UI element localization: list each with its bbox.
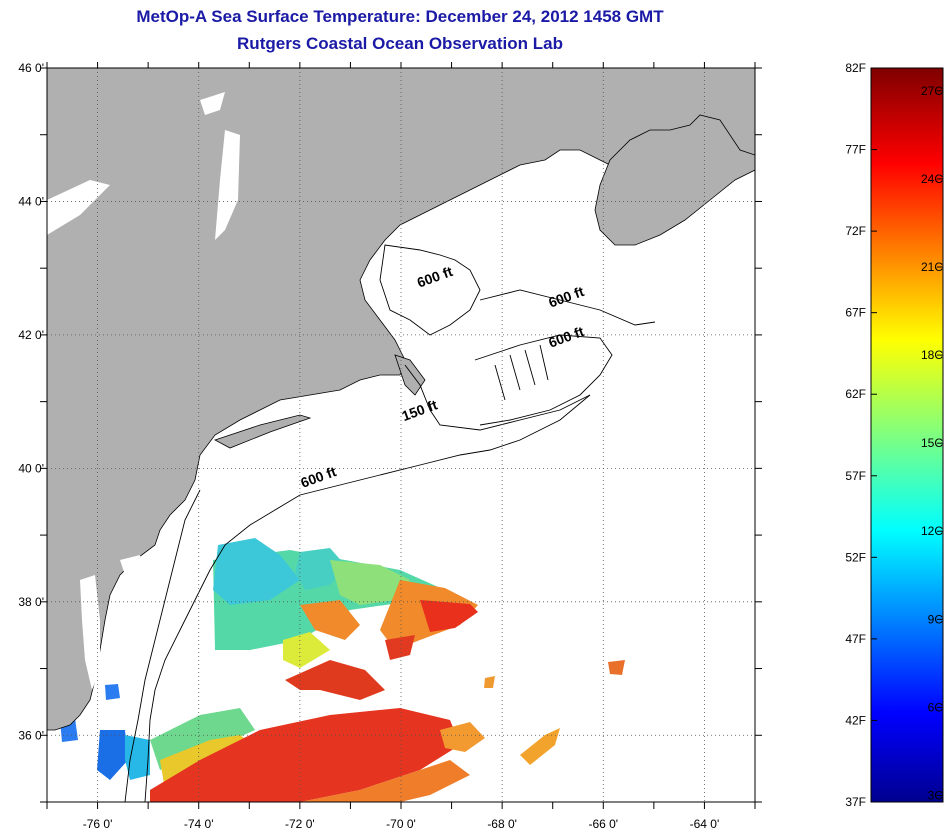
colorbar-c-label: 6C: [928, 700, 944, 714]
lake-champlain: [215, 130, 240, 240]
colorbar-f-label: 77F: [845, 143, 866, 157]
lon-tick-label: -68 0': [487, 817, 517, 831]
sst-patch-lightgreen: [330, 560, 410, 605]
sst-patch-red: [150, 708, 460, 802]
contour-georges-bank-ridges: [494, 344, 549, 401]
sst-patch-orange: [300, 600, 360, 640]
colorbar-fahrenheit-ticks: 82F 77F 72F 67F 62F 57F 52F 47F 42F 37F: [845, 61, 877, 809]
landmass-long-island: [213, 414, 312, 449]
colorbar-f-label: 57F: [845, 469, 866, 483]
contour-150ft: [404, 364, 591, 431]
colorbar-c-label: 12C: [921, 524, 943, 538]
delaware-bay: [120, 555, 145, 590]
sst-patch-yellow: [283, 632, 330, 668]
colorbar-gradient: [870, 67, 944, 803]
sst-patch-red: [420, 600, 478, 632]
lon-tick-label: -66 0': [588, 817, 618, 831]
contour-600ft-northeast-channel: [479, 289, 656, 326]
contour-600ft-shelf: [144, 394, 591, 802]
inland-lake: [200, 92, 225, 115]
colorbar-c-label: 18C: [921, 348, 943, 362]
sst-patch-orange: [300, 760, 470, 802]
sst-patch-cyan: [295, 548, 345, 590]
colorbar-f-label: 67F: [845, 306, 866, 320]
lon-tick-label: -74 0': [184, 817, 214, 831]
contour-600ft-gulf-of-maine: [379, 244, 481, 336]
lat-tick-label: 46 0': [18, 61, 44, 75]
contour-600ft-georges-bank: [474, 334, 613, 426]
sst-patch-cyan: [125, 735, 150, 780]
landmass-cape-cod: [394, 354, 426, 396]
sst-patch-orange: [484, 676, 495, 688]
latitude-axis: 46 0' 44 0' 42 0' 40 0' 38 0' 36 0': [18, 61, 762, 803]
sst-patch-blue: [105, 684, 120, 700]
sst-data-layer: [60, 538, 625, 802]
lon-tick-label: -70 0': [386, 817, 416, 831]
colorbar-f-label: 62F: [845, 387, 866, 401]
chesapeake-bay: [80, 575, 100, 690]
colorbar-f-label: 72F: [845, 224, 866, 238]
lon-tick-label: -72 0': [285, 817, 315, 831]
lat-tick-label: 38 0': [18, 595, 44, 609]
lat-tick-label: 42 0': [18, 328, 44, 342]
colorbar-f-label: 42F: [845, 713, 866, 727]
colorbar-c-label: 27C: [921, 84, 943, 98]
lat-tick-label: 44 0': [18, 194, 44, 208]
colorbar-f-label: 47F: [845, 632, 866, 646]
colorbar-c-label: 3C: [928, 788, 944, 802]
colorbar-c-label: 21C: [921, 260, 943, 274]
inland-water-layer: [47, 92, 240, 690]
colorbar-f-label: 37F: [845, 795, 866, 809]
lat-tick-label: 40 0': [18, 461, 44, 475]
colorbar-c-label: 15C: [921, 436, 943, 450]
contour-150ft-shelf: [124, 489, 201, 802]
colorbar-f-label: 82F: [845, 61, 866, 75]
sst-patch-orange: [440, 722, 485, 752]
landmass-nova-scotia: [594, 114, 755, 246]
sst-patch-cyan: [213, 538, 300, 605]
colorbar-c-label: 24C: [921, 172, 943, 186]
longitude-axis: -76 0' -74 0' -72 0' -70 0' -68 0' -66 0' -64 …: [46, 62, 756, 831]
sst-patch-red: [385, 635, 415, 660]
colorbar-f-label: 52F: [845, 550, 866, 564]
lon-tick-label: -76 0': [83, 817, 113, 831]
sst-patch-orange: [520, 728, 560, 765]
land-layer: [47, 68, 755, 731]
colorbar-celsius-ticks: 27C 24C 21C 18C 15C 12C 9C 6C 3C: [921, 84, 943, 803]
lake-ontario: [47, 180, 110, 235]
sst-patch-red: [285, 660, 385, 700]
map-title-line1: MetOp-A Sea Surface Temperature: Decembe…: [136, 7, 664, 26]
colorbar-c-label: 9C: [928, 612, 944, 626]
sst-patch-blue: [97, 730, 128, 780]
lon-tick-label: -64 0': [690, 817, 720, 831]
lat-tick-label: 36 0': [18, 728, 44, 742]
map-title-line2: Rutgers Coastal Ocean Observation Lab: [237, 34, 563, 53]
sst-patch-orange: [608, 660, 625, 675]
bathymetry-contours: [124, 244, 656, 802]
